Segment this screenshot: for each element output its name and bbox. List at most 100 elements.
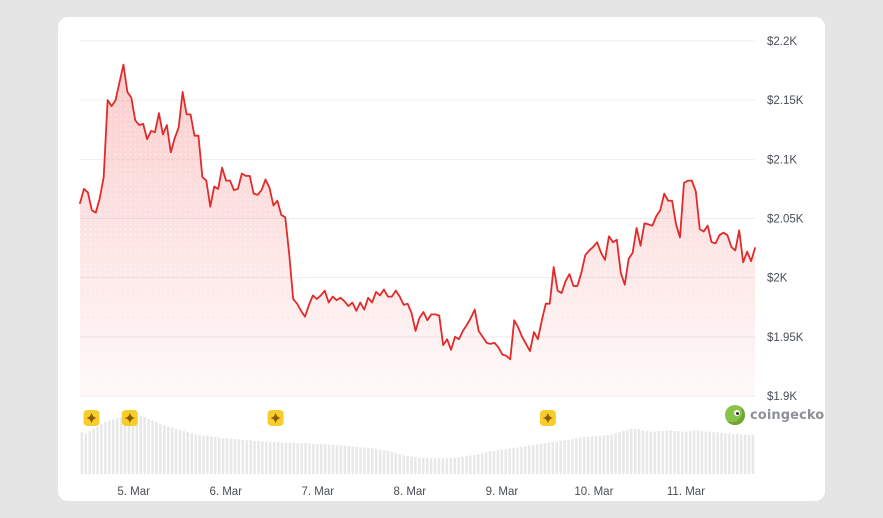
volume-bar: [374, 449, 378, 474]
event-marker-icon[interactable]: [539, 410, 556, 426]
volume-bar: [626, 429, 629, 474]
volume-bar: [665, 430, 668, 474]
volume-bar: [527, 445, 531, 474]
volume-bar: [390, 451, 394, 474]
volume-bar: [382, 450, 386, 474]
volume-bar: [743, 434, 747, 474]
volume-bar: [139, 416, 142, 474]
volume-bar: [575, 438, 578, 474]
volume-bar: [488, 451, 492, 474]
volume-bar: [524, 446, 527, 474]
volume-bar: [582, 436, 586, 474]
volume-bar: [445, 458, 449, 474]
event-markers: [83, 410, 556, 426]
volume-bar: [751, 435, 755, 474]
volume-bar: [386, 450, 390, 474]
volume-bar: [688, 431, 692, 474]
volume-bar: [590, 436, 594, 474]
volume-bar: [606, 435, 609, 474]
volume-bar: [261, 441, 264, 474]
volume-bar: [547, 442, 551, 474]
volume-bar: [410, 456, 413, 474]
price-line-group: [79, 63, 756, 361]
volume-bar: [480, 453, 484, 474]
volume-bar: [398, 454, 402, 474]
price-area: [80, 64, 755, 397]
volume-bar: [214, 436, 217, 474]
volume-bar: [319, 443, 323, 474]
volume-bar: [355, 446, 358, 474]
volume-bar: [115, 418, 119, 474]
volume-bar: [555, 441, 558, 474]
volume-bar: [618, 432, 621, 474]
volume-bar: [735, 433, 739, 474]
volume-bar: [724, 433, 727, 474]
volume-bar: [92, 428, 95, 474]
volume-bar: [492, 450, 496, 474]
volume-bar: [371, 448, 374, 474]
volume-bar: [551, 442, 555, 474]
sparkle-icon: [124, 412, 136, 424]
sparkle-icon: [542, 412, 554, 424]
volume-bar: [496, 450, 500, 474]
volume-bar: [437, 458, 441, 474]
price-chart[interactable]: $2.2K $2.15K $2.1K $2.05K $2K $1.95K $1.9K 5. …: [58, 17, 825, 501]
gecko-logo-icon: [725, 405, 745, 425]
event-marker-icon[interactable]: [121, 410, 138, 426]
volume-bar: [206, 435, 209, 474]
volume-bar: [127, 417, 131, 474]
volume-bar: [630, 428, 633, 474]
volume-bar: [586, 436, 590, 474]
volume-bar: [143, 417, 146, 474]
volume-bar: [245, 440, 248, 474]
volume-bar: [461, 456, 464, 474]
volume-bar: [653, 431, 657, 474]
volume-bar: [123, 416, 127, 474]
event-marker-icon[interactable]: [267, 410, 284, 426]
volume-bar: [535, 444, 539, 474]
event-marker-icon[interactable]: [83, 410, 100, 426]
volume-bar: [151, 420, 154, 474]
volume-bar: [500, 449, 504, 474]
volume-bar: [476, 454, 480, 474]
volume-bar: [316, 443, 319, 474]
volume-bar: [449, 457, 453, 474]
volume-bar: [296, 443, 299, 474]
sparkle-icon: [270, 412, 281, 424]
volume-bars: [80, 416, 755, 474]
volume-bar: [335, 445, 339, 474]
volume-bar: [681, 431, 684, 474]
y-axis: $2.2K $2.15K $2.1K $2.05K $2K $1.95K $1.9K: [767, 36, 804, 403]
volume-bar: [567, 439, 570, 474]
volume-bar: [692, 430, 696, 474]
x-tick-label: 5. Mar: [117, 486, 150, 498]
volume-bar: [198, 435, 201, 474]
volume-bar: [716, 432, 719, 474]
volume-bar: [111, 419, 115, 474]
volume-bar: [598, 435, 602, 474]
volume-bar: [739, 434, 743, 474]
x-axis: 5. Mar 6. Mar 7. Mar 8. Mar 9. Mar 10. Mar 11.…: [117, 486, 705, 498]
volume-bar: [217, 437, 221, 474]
volume-bar: [84, 433, 88, 474]
volume-bar: [237, 439, 241, 474]
volume-bar: [241, 439, 245, 474]
volume-bar: [728, 433, 731, 474]
volume-bar: [300, 443, 303, 474]
volume-bar: [170, 427, 174, 474]
x-tick-label: 8. Mar: [394, 486, 427, 498]
volume-bar: [661, 431, 664, 474]
price-line[interactable]: [79, 63, 756, 361]
volume-bar: [182, 431, 186, 474]
volume-bar: [720, 432, 723, 474]
y-tick-label: $1.9K: [767, 391, 797, 403]
sparkle-icon: [86, 412, 97, 424]
volume-bar: [579, 437, 582, 474]
volume-bar: [339, 445, 343, 474]
volume-bar: [453, 457, 456, 474]
volume-bar: [516, 447, 519, 474]
volume-bar: [704, 431, 708, 474]
volume-bar: [249, 440, 252, 474]
volume-bar: [135, 416, 139, 474]
volume-bar: [610, 434, 613, 474]
